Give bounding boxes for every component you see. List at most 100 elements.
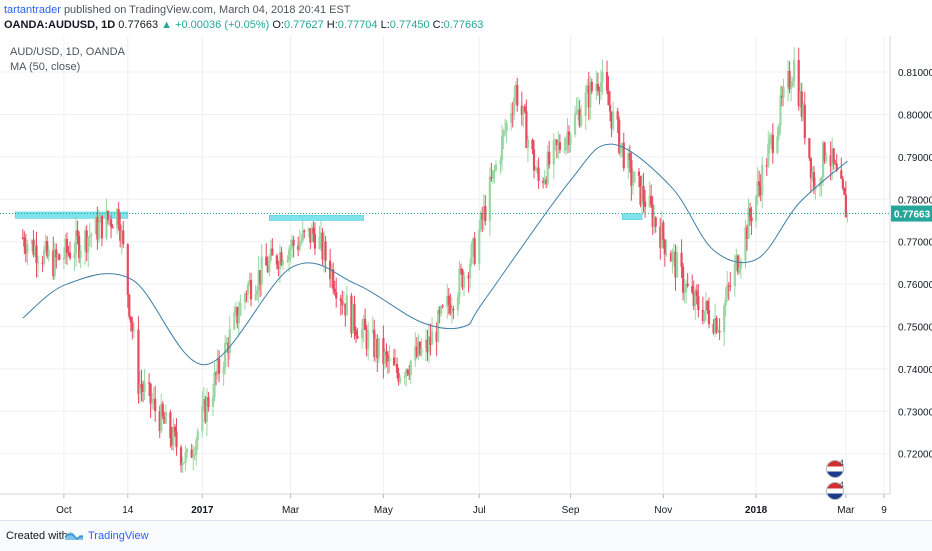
candle-down [558, 142, 561, 150]
candle-up [747, 208, 750, 239]
low-value: 0.77450 [389, 19, 430, 31]
x-tick-label: 14 [122, 505, 134, 516]
ma-layer [22, 143, 848, 366]
price-chart[interactable]: 0.77663 0.81000 0.80000 0.79000 0.78000 0.77… [0, 36, 932, 520]
candle-down [23, 237, 26, 247]
candle-down [292, 239, 295, 246]
candle-down [438, 310, 441, 314]
candle-up [723, 305, 726, 333]
candle-up [685, 283, 688, 293]
candle-up [820, 177, 823, 184]
candle-down [596, 83, 599, 91]
candle-down [481, 212, 484, 221]
candle-down [324, 241, 327, 261]
candle-down [67, 252, 70, 254]
candle-up [660, 222, 663, 248]
candle-down [616, 111, 619, 120]
x-tick-label: Mar [837, 505, 855, 516]
candle-up [627, 153, 630, 169]
tradingview-logo-icon[interactable] [64, 527, 84, 543]
candle-down [354, 330, 358, 336]
candle-up [318, 237, 321, 249]
candle-up [713, 317, 717, 333]
candle-down [122, 230, 125, 245]
candle-up [239, 302, 242, 316]
candle-down [467, 275, 470, 279]
candle-up [526, 139, 530, 148]
high-label: H: [326, 19, 338, 31]
candle-up [779, 95, 782, 126]
candle-down [701, 310, 704, 321]
candle-up [322, 241, 326, 260]
candle-up [534, 170, 537, 172]
candle-down [259, 270, 262, 285]
candle-down [691, 286, 694, 293]
candle-down [707, 310, 711, 325]
candle-up [388, 357, 391, 362]
candle-up [458, 268, 461, 297]
symbol-label: OANDA:AUDUSD, 1D [4, 19, 116, 31]
candle-down [312, 227, 315, 235]
candle-up [846, 213, 849, 216]
candle-down [654, 217, 657, 227]
candle-up [735, 255, 738, 264]
candle-down [392, 357, 396, 366]
candle-down [303, 230, 306, 232]
candle-down [119, 224, 122, 241]
candle-down [46, 241, 49, 257]
candle-up [640, 185, 644, 205]
candle-up [503, 130, 507, 132]
y-tick-label: 0.81000 [898, 68, 932, 79]
candle-down [608, 105, 612, 112]
footer-bar: Created with TradingView [0, 520, 932, 551]
candle-up [577, 109, 580, 112]
candle-up [105, 210, 108, 239]
candle-up [399, 377, 402, 382]
candle-up [243, 293, 247, 303]
candle-down [350, 295, 353, 334]
author-link[interactable]: tartantrader [4, 4, 61, 16]
tradingview-brand-link[interactable]: TradingView [88, 530, 149, 542]
candle-up [569, 134, 572, 145]
y-tick-label: 0.73000 [898, 407, 932, 418]
candle-up [289, 247, 292, 250]
candle-up [377, 337, 380, 359]
candle-up [724, 298, 727, 306]
chart-pane[interactable]: 0.77663 0.81000 0.80000 0.79000 0.78000 0.77… [0, 36, 932, 520]
candle-down [651, 204, 654, 227]
candle-down [745, 227, 749, 239]
candle-up [36, 262, 40, 264]
candle-up [427, 336, 431, 353]
us-flag-event-icon[interactable] [826, 460, 844, 478]
candle-down [607, 90, 610, 106]
candle-down [800, 91, 803, 117]
candle-up [201, 405, 204, 432]
candle-down [758, 181, 761, 186]
candle-down [173, 426, 177, 432]
candle-up [648, 195, 651, 207]
au-flag-event-icon[interactable] [826, 482, 844, 500]
candle-up [108, 219, 111, 221]
candle-up [184, 451, 187, 463]
candle-up [793, 60, 796, 82]
candle-up [268, 260, 271, 273]
candle-down [147, 382, 151, 384]
candle-down [126, 244, 129, 295]
candle-up [193, 454, 196, 457]
candle-up [409, 360, 412, 376]
candle-down [415, 346, 418, 357]
candle-down [332, 269, 335, 289]
candle-down [590, 81, 593, 91]
candle-down [715, 317, 718, 333]
candle-down [190, 449, 193, 458]
candle-down [266, 265, 269, 273]
candle-up [767, 144, 770, 167]
candle-up [192, 456, 195, 458]
candle-down [280, 252, 283, 265]
candle-up [298, 242, 301, 250]
candle-down [780, 95, 784, 98]
candle-up [84, 230, 87, 251]
candle-down [128, 294, 131, 317]
y-tick-label: 0.80000 [898, 110, 932, 121]
candle-down [680, 252, 683, 267]
